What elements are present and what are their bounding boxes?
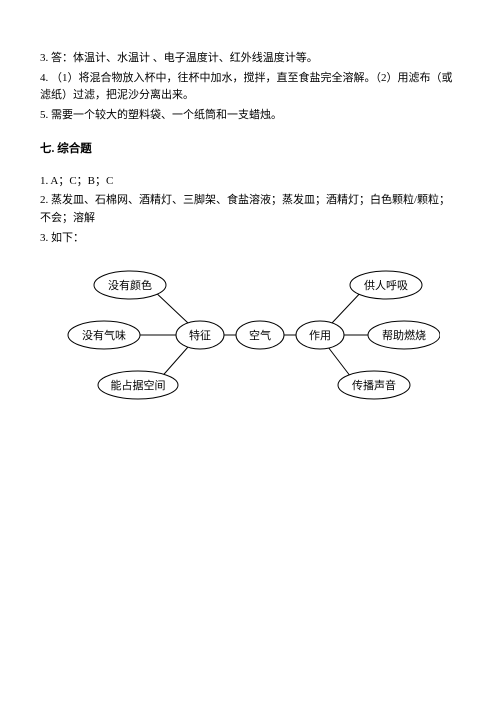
section7-answer-1: 1. A；C；B；C bbox=[40, 173, 460, 191]
answer-3: 3. 答：体温计、水温计 、电子温度计、红外线温度计等。 bbox=[40, 50, 460, 68]
node-right-2: 帮助燃烧 bbox=[382, 328, 426, 342]
node-center-left: 特征 bbox=[189, 328, 211, 342]
section7-answer-2: 2. 蒸发皿、石棉网、酒精灯、三脚架、食盐溶液；蒸发皿；酒精灯；白色颗粒/颗粒；… bbox=[40, 192, 460, 227]
node-right-1: 供人呼吸 bbox=[364, 278, 408, 292]
node-center-right: 作用 bbox=[309, 329, 331, 342]
node-left-1: 没有颜色 bbox=[108, 278, 152, 292]
concept-diagram: 没有颜色 没有气味 能占据空间 特征 空气 作用 供人呼吸 帮助燃烧 传播声音 bbox=[60, 255, 440, 415]
concept-diagram-wrap: 没有颜色 没有气味 能占据空间 特征 空气 作用 供人呼吸 帮助燃烧 传播声音 bbox=[40, 255, 460, 422]
node-center-mid: 空气 bbox=[249, 328, 271, 342]
node-right-3: 传播声音 bbox=[352, 378, 396, 392]
section-7-title: 七. 综合题 bbox=[40, 140, 460, 158]
node-left-2: 没有气味 bbox=[82, 328, 126, 342]
node-left-3: 能占据空间 bbox=[111, 378, 166, 392]
answer-4: 4. （1）将混合物放入杯中，往杯中加水，搅拌，直至食盐完全溶解。（2）用滤布（… bbox=[40, 70, 460, 105]
answer-5: 5. 需要一个较大的塑料袋、一个纸筒和一支蜡烛。 bbox=[40, 107, 460, 125]
section7-answer-3: 3. 如下： bbox=[40, 230, 460, 248]
